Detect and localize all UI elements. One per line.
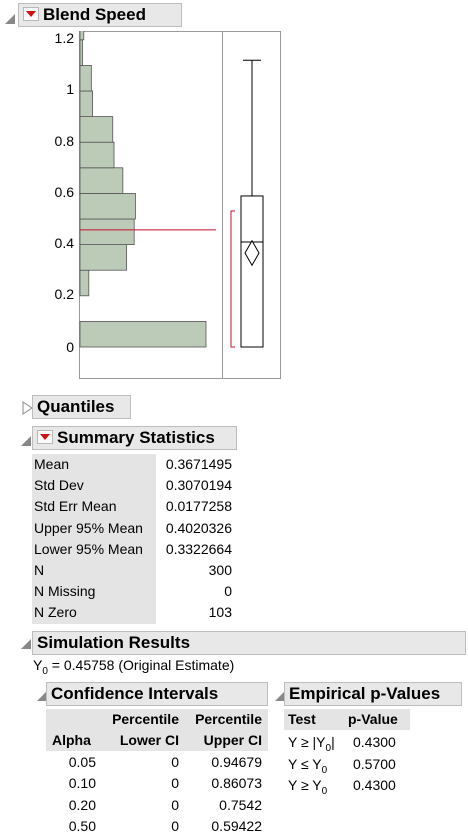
simulation-results-header[interactable]: Simulation Results bbox=[32, 631, 466, 655]
collapse-pvalues-icon[interactable] bbox=[274, 689, 286, 701]
summary-statistics-header[interactable]: Summary Statistics bbox=[32, 426, 237, 450]
summary-row: Std Dev 0.3070194 bbox=[32, 475, 236, 496]
histogram-bar bbox=[79, 244, 128, 271]
simulation-results-title: Simulation Results bbox=[37, 633, 191, 652]
pv-test: Y ≥ |Y0| bbox=[288, 734, 335, 754]
ci-header-band bbox=[46, 709, 268, 751]
histogram-bar bbox=[79, 218, 135, 246]
summary-row: Upper 95% Mean 0.4020326 bbox=[32, 518, 236, 539]
y-axis: 1.2 1 0.8 0.6 0.4 0.2 0 bbox=[40, 28, 74, 388]
shortest-half-bracket bbox=[230, 210, 235, 348]
confidence-intervals-header[interactable]: Confidence Intervals bbox=[46, 682, 268, 706]
collapse-blend-speed-icon[interactable] bbox=[4, 12, 16, 24]
collapse-summary-icon[interactable] bbox=[20, 434, 32, 446]
distribution-chart bbox=[79, 31, 281, 379]
ci-cell-alpha: 0.50 bbox=[68, 817, 96, 834]
ci-cell-lower: 0 bbox=[171, 817, 179, 834]
blend-speed-title: Blend Speed bbox=[43, 5, 146, 24]
summary-label: Lower 95% Mean bbox=[34, 540, 143, 557]
ci-cell-upper: 0.7542 bbox=[219, 796, 262, 813]
pv-value: 0.5700 bbox=[353, 755, 396, 772]
ci-cell-alpha: 0.20 bbox=[68, 796, 96, 813]
ci-col-alpha: Alpha bbox=[52, 732, 91, 748]
y-tick-label: 0 bbox=[66, 339, 74, 355]
red-triangle-menu-icon[interactable] bbox=[37, 429, 53, 444]
y-tick-label: 0.2 bbox=[54, 286, 74, 302]
y-tick-label: 1 bbox=[66, 81, 74, 97]
histogram-bar bbox=[79, 39, 83, 66]
y-tick-label: 1.2 bbox=[54, 30, 74, 46]
red-triangle-menu-icon[interactable] bbox=[23, 6, 39, 21]
ci-cell-lower: 0 bbox=[171, 754, 179, 770]
summary-value: 103 bbox=[208, 604, 232, 621]
summary-label: N Zero bbox=[34, 604, 77, 621]
histogram-bar bbox=[79, 167, 124, 194]
summary-value: 300 bbox=[208, 562, 232, 578]
empirical-pvalues-title: Empirical p-Values bbox=[289, 684, 441, 703]
box bbox=[240, 195, 264, 348]
blend-speed-header[interactable]: Blend Speed bbox=[18, 3, 182, 27]
histogram-bar bbox=[79, 31, 85, 41]
summary-value: 0.3070194 bbox=[165, 477, 232, 494]
empirical-pvalues-header[interactable]: Empirical p-Values bbox=[284, 682, 462, 706]
summary-label: Upper 95% Mean bbox=[34, 519, 143, 536]
quantiles-header[interactable]: Quantiles bbox=[32, 395, 131, 419]
collapse-ci-icon[interactable] bbox=[36, 689, 48, 701]
ci-col-upper: Upper CI bbox=[203, 732, 262, 748]
ci-col-percentile-2: Percentile bbox=[195, 711, 262, 727]
histogram-bar bbox=[79, 141, 115, 169]
summary-value: 0.0177258 bbox=[165, 498, 232, 515]
histogram-bar bbox=[79, 90, 94, 118]
ci-cell-lower: 0 bbox=[171, 796, 179, 813]
pv-test: Y ≥ Y0 bbox=[288, 777, 328, 797]
summary-value: 0 bbox=[224, 583, 232, 600]
summary-label: Std Dev bbox=[34, 477, 84, 494]
ci-cell-upper: 0.86073 bbox=[211, 775, 262, 792]
collapse-simulation-icon[interactable] bbox=[20, 637, 32, 649]
pv-value: 0.4300 bbox=[353, 734, 396, 750]
y-tick-label: 0.4 bbox=[54, 235, 74, 251]
summary-value: 0.3671495 bbox=[165, 456, 232, 472]
ci-col-lower: Lower CI bbox=[119, 732, 179, 748]
pv-test: Y ≤ Y0 bbox=[288, 755, 328, 776]
summary-label-column bbox=[32, 454, 156, 624]
pv-col-pvalue: p-Value bbox=[348, 711, 398, 727]
ci-col-percentile-1: Percentile bbox=[112, 711, 179, 727]
summary-statistics-title: Summary Statistics bbox=[57, 428, 215, 447]
mean-diamond bbox=[244, 239, 260, 267]
histogram-bar bbox=[79, 192, 136, 220]
pv-value: 0.4300 bbox=[353, 777, 396, 794]
summary-row: Lower 95% Mean 0.3322664 bbox=[32, 539, 236, 560]
summary-row: N 300 bbox=[32, 560, 236, 581]
summary-row: Mean 0.3671495 bbox=[32, 454, 236, 475]
original-estimate-text: Y0 = 0.45758 (Original Estimate) bbox=[33, 657, 235, 677]
y-tick-label: 0.6 bbox=[54, 184, 74, 200]
summary-value: 0.3322664 bbox=[165, 540, 232, 557]
ci-cell-upper: 0.59422 bbox=[211, 817, 262, 834]
confidence-intervals-title: Confidence Intervals bbox=[51, 684, 219, 703]
pv-header-band bbox=[284, 709, 410, 730]
summary-label: Mean bbox=[34, 456, 70, 472]
summary-row: Std Err Mean 0.0177258 bbox=[32, 496, 236, 517]
summary-label: N Missing bbox=[34, 583, 96, 600]
ci-cell-alpha: 0.05 bbox=[68, 754, 96, 770]
summary-value: 0.4020326 bbox=[165, 519, 232, 536]
histogram-bar bbox=[79, 65, 92, 92]
summary-row: N Missing 0 bbox=[32, 581, 236, 602]
histogram-bar bbox=[79, 320, 207, 348]
ci-cell-alpha: 0.10 bbox=[68, 775, 96, 792]
summary-label: Std Err Mean bbox=[34, 498, 117, 515]
expand-quantiles-icon[interactable] bbox=[22, 401, 34, 415]
quantiles-title: Quantiles bbox=[37, 397, 115, 416]
y-tick-label: 0.8 bbox=[54, 133, 74, 149]
summary-row: N Zero 103 bbox=[32, 602, 236, 623]
ci-cell-upper: 0.94679 bbox=[211, 754, 262, 770]
pv-col-test: Test bbox=[288, 711, 316, 727]
histogram-bar bbox=[79, 116, 114, 143]
ci-cell-lower: 0 bbox=[171, 775, 179, 792]
histogram-bar bbox=[79, 269, 90, 297]
summary-label: N bbox=[34, 562, 45, 578]
